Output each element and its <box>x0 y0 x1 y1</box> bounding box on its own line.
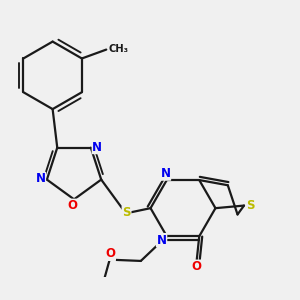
Text: S: S <box>246 199 255 212</box>
Text: O: O <box>105 247 115 260</box>
Text: N: N <box>35 172 45 185</box>
Text: N: N <box>157 234 166 247</box>
Text: N: N <box>92 140 102 154</box>
Text: O: O <box>191 260 201 273</box>
Text: N: N <box>160 167 170 180</box>
Text: CH₃: CH₃ <box>109 44 129 54</box>
Text: S: S <box>122 206 131 219</box>
Text: O: O <box>68 199 78 212</box>
